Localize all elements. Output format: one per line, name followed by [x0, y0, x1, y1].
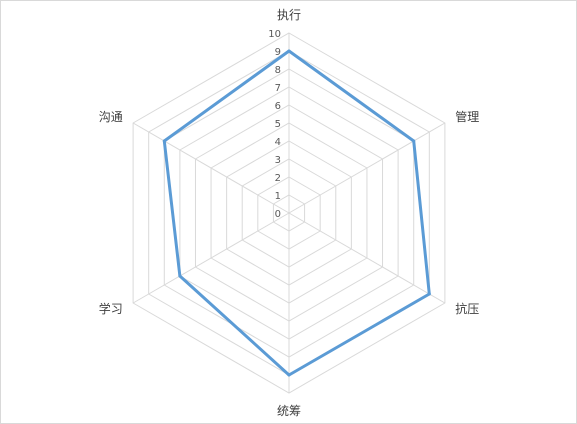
tick-label-layer: 0 1 2 3 4 5 6 7 8 9 10: [268, 29, 281, 220]
category-label: 管理: [455, 109, 479, 124]
tick-label: 9: [275, 47, 281, 58]
tick-label: 2: [275, 173, 281, 184]
series-layer: [162, 49, 431, 377]
data-point: [427, 292, 431, 296]
tick-label: 3: [275, 155, 281, 166]
tick-label: 1: [275, 191, 281, 202]
axis-spoke: [132, 122, 290, 214]
tick-label: 6: [275, 101, 281, 112]
data-point: [287, 49, 291, 53]
axis-spoke: [288, 122, 446, 214]
category-label: 学习: [99, 301, 123, 316]
data-point: [162, 139, 166, 143]
axis-spoke: [132, 212, 290, 304]
data-point: [287, 373, 291, 377]
data-point: [178, 274, 182, 278]
tick-label: 10: [268, 29, 281, 40]
category-label: 沟通: [99, 110, 123, 124]
axis-spoke: [288, 212, 446, 304]
category-label: 抗压: [455, 301, 479, 316]
tick-label: 5: [275, 119, 281, 130]
tick-label: 8: [275, 65, 281, 76]
spoke-layer: [132, 33, 446, 393]
tick-label: 7: [275, 83, 281, 94]
category-label: 执行: [277, 8, 301, 22]
tick-label: 0: [275, 209, 281, 220]
data-point: [412, 139, 416, 143]
tick-label: 4: [275, 137, 281, 148]
category-label: 统筹: [277, 404, 301, 418]
